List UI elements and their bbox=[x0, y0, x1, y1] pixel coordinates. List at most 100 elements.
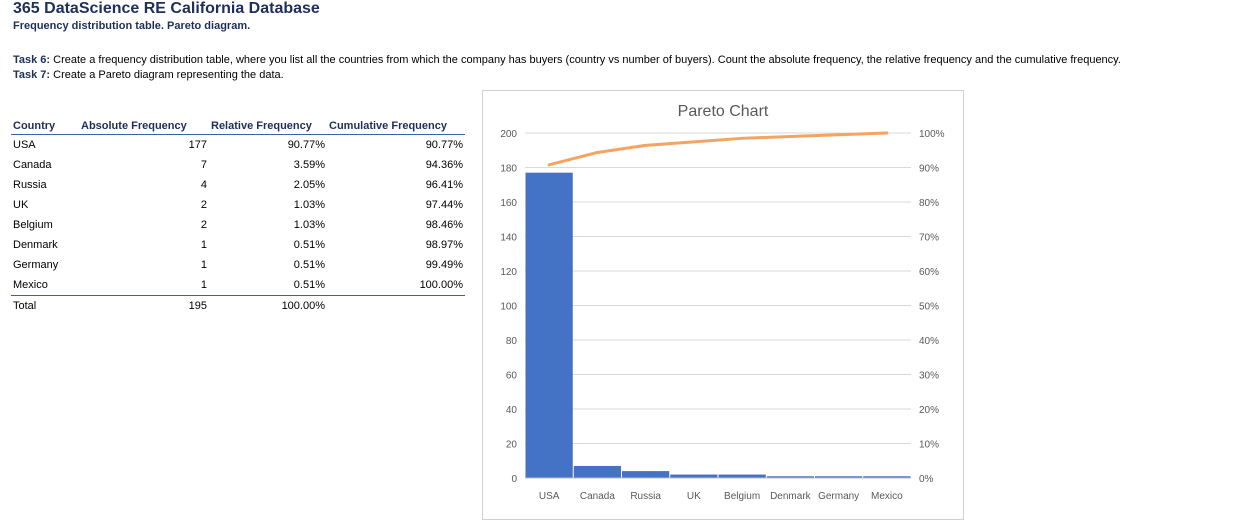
bar bbox=[525, 172, 573, 479]
chart-title: Pareto Chart bbox=[678, 103, 769, 120]
y2-tick-label: 0% bbox=[919, 474, 934, 485]
x-tick-label: Belgium bbox=[724, 491, 760, 502]
cell-absolute: 1 bbox=[200, 259, 207, 271]
cell-relative: 1.03% bbox=[293, 219, 325, 231]
bar bbox=[766, 476, 814, 478]
task-6-text: Create a frequency distribution table, w… bbox=[53, 54, 1121, 66]
cell-country: Russia bbox=[13, 179, 47, 191]
y-tick-label: 140 bbox=[500, 233, 517, 244]
table-row: Germany 1 0.51% 99.49% bbox=[11, 255, 465, 275]
cell-country: USA bbox=[13, 139, 36, 151]
y2-tick-label: 30% bbox=[919, 371, 939, 382]
y-tick-label: 0 bbox=[511, 474, 517, 485]
cell-relative: 90.77% bbox=[287, 139, 325, 151]
y2-tick-label: 10% bbox=[919, 440, 939, 451]
pareto-chart: Pareto Chart 0 20 40 60 80 100 120 140 160 180 200 0… bbox=[482, 90, 964, 520]
bar bbox=[622, 471, 670, 478]
bar bbox=[815, 476, 863, 478]
y2-tick-label: 20% bbox=[919, 405, 939, 416]
y-tick-label: 100 bbox=[500, 302, 517, 313]
total-label: Total bbox=[13, 300, 37, 312]
task-7-label: Task 7: bbox=[13, 69, 51, 81]
y2-tick-label: 70% bbox=[919, 233, 939, 244]
cell-absolute: 177 bbox=[188, 139, 207, 151]
y-tick-label: 60 bbox=[506, 371, 518, 382]
x-tick-label: Germany bbox=[818, 491, 859, 502]
cell-absolute: 2 bbox=[200, 199, 207, 211]
cell-absolute: 1 bbox=[79, 275, 209, 296]
cell-cumulative: 98.46% bbox=[425, 219, 463, 231]
cell-cumulative: 90.77% bbox=[425, 139, 463, 151]
cell-cumulative: 94.36% bbox=[425, 159, 463, 171]
x-tick-label: Canada bbox=[580, 491, 615, 502]
y-tick-label: 200 bbox=[500, 129, 517, 140]
table-row: Mexico 1 0.51% 100.00% bbox=[11, 275, 465, 296]
x-tick-label: Denmark bbox=[770, 491, 812, 502]
cell-cumulative: 100.00% bbox=[327, 275, 465, 296]
y-tick-label: 20 bbox=[506, 440, 518, 451]
cell-country: Denmark bbox=[13, 239, 58, 251]
page-subtitle: Frequency distribution table. Pareto dia… bbox=[13, 20, 251, 32]
cell-absolute: 7 bbox=[200, 159, 207, 171]
cell-country: Mexico bbox=[11, 275, 79, 296]
header-relative-frequency: Relative Frequency bbox=[209, 117, 327, 135]
bar bbox=[718, 474, 766, 478]
y2-tick-label: 80% bbox=[919, 198, 939, 209]
x-tick-label: UK bbox=[687, 491, 701, 502]
y2-tick-label: 100% bbox=[919, 129, 945, 140]
cell-cumulative: 98.97% bbox=[425, 239, 463, 251]
cell-absolute: 2 bbox=[200, 219, 207, 231]
cell-relative: 1.03% bbox=[293, 199, 325, 211]
bar bbox=[670, 474, 718, 478]
bar bbox=[863, 476, 911, 478]
header-cumulative-frequency: Cumulative Frequency bbox=[327, 117, 465, 135]
y2-tick-label: 50% bbox=[919, 302, 939, 313]
x-tick-label: Russia bbox=[630, 491, 661, 502]
cell-absolute: 1 bbox=[200, 239, 207, 251]
table-row: Belgium 2 1.03% 98.46% bbox=[11, 215, 465, 235]
page-title: 365 DataScience RE California Database bbox=[13, 0, 320, 17]
frequency-table: Country Absolute Frequency Relative Freq… bbox=[11, 117, 465, 316]
cell-relative: 0.51% bbox=[209, 275, 327, 296]
task-6: Task 6: Create a frequency distribution … bbox=[13, 54, 1121, 66]
table-row: Canada 7 3.59% 94.36% bbox=[11, 155, 465, 175]
x-tick-label: USA bbox=[539, 491, 560, 502]
x-tick-label: Mexico bbox=[871, 491, 903, 502]
y-tick-label: 80 bbox=[506, 336, 518, 347]
task-7-text: Create a Pareto diagram representing the… bbox=[53, 69, 284, 81]
y-tick-label: 120 bbox=[500, 267, 517, 278]
y-tick-label: 40 bbox=[506, 405, 518, 416]
table-row: USA 177 90.77% 90.77% bbox=[11, 135, 465, 156]
task-6-label: Task 6: bbox=[13, 54, 51, 66]
bar bbox=[573, 465, 621, 478]
header-absolute-frequency: Absolute Frequency bbox=[79, 117, 209, 135]
table-total-row: Total 195 100.00% bbox=[11, 296, 465, 317]
cell-country: Germany bbox=[13, 259, 59, 271]
pareto-chart-svg: Pareto Chart 0 20 40 60 80 100 120 140 160 180 200 0… bbox=[500, 103, 945, 502]
header-country: Country bbox=[11, 117, 79, 135]
y-tick-label: 180 bbox=[500, 164, 517, 175]
cell-cumulative: 96.41% bbox=[425, 179, 463, 191]
cell-absolute: 4 bbox=[200, 179, 207, 191]
table-row: UK 2 1.03% 97.44% bbox=[11, 195, 465, 215]
cell-relative: 2.05% bbox=[293, 179, 325, 191]
cell-cumulative: 99.49% bbox=[425, 259, 463, 271]
total-cumulative bbox=[327, 296, 465, 317]
total-absolute: 195 bbox=[188, 300, 207, 312]
y2-tick-label: 90% bbox=[919, 164, 939, 175]
cell-relative: 0.51% bbox=[293, 239, 325, 251]
total-relative: 100.00% bbox=[281, 300, 325, 312]
table-row: Denmark 1 0.51% 98.97% bbox=[11, 235, 465, 255]
y2-tick-label: 40% bbox=[919, 336, 939, 347]
y2-tick-label: 60% bbox=[919, 267, 939, 278]
cell-relative: 0.51% bbox=[293, 259, 325, 271]
cell-cumulative: 97.44% bbox=[425, 199, 463, 211]
table-row: Russia 4 2.05% 96.41% bbox=[11, 175, 465, 195]
cell-country: Belgium bbox=[13, 219, 53, 231]
task-7: Task 7: Create a Pareto diagram represen… bbox=[13, 69, 284, 81]
cell-country: UK bbox=[13, 199, 29, 211]
table-header-row: Country Absolute Frequency Relative Freq… bbox=[11, 117, 465, 135]
cumulative-line bbox=[547, 131, 889, 167]
cell-country: Canada bbox=[13, 159, 52, 171]
y-tick-label: 160 bbox=[500, 198, 517, 209]
